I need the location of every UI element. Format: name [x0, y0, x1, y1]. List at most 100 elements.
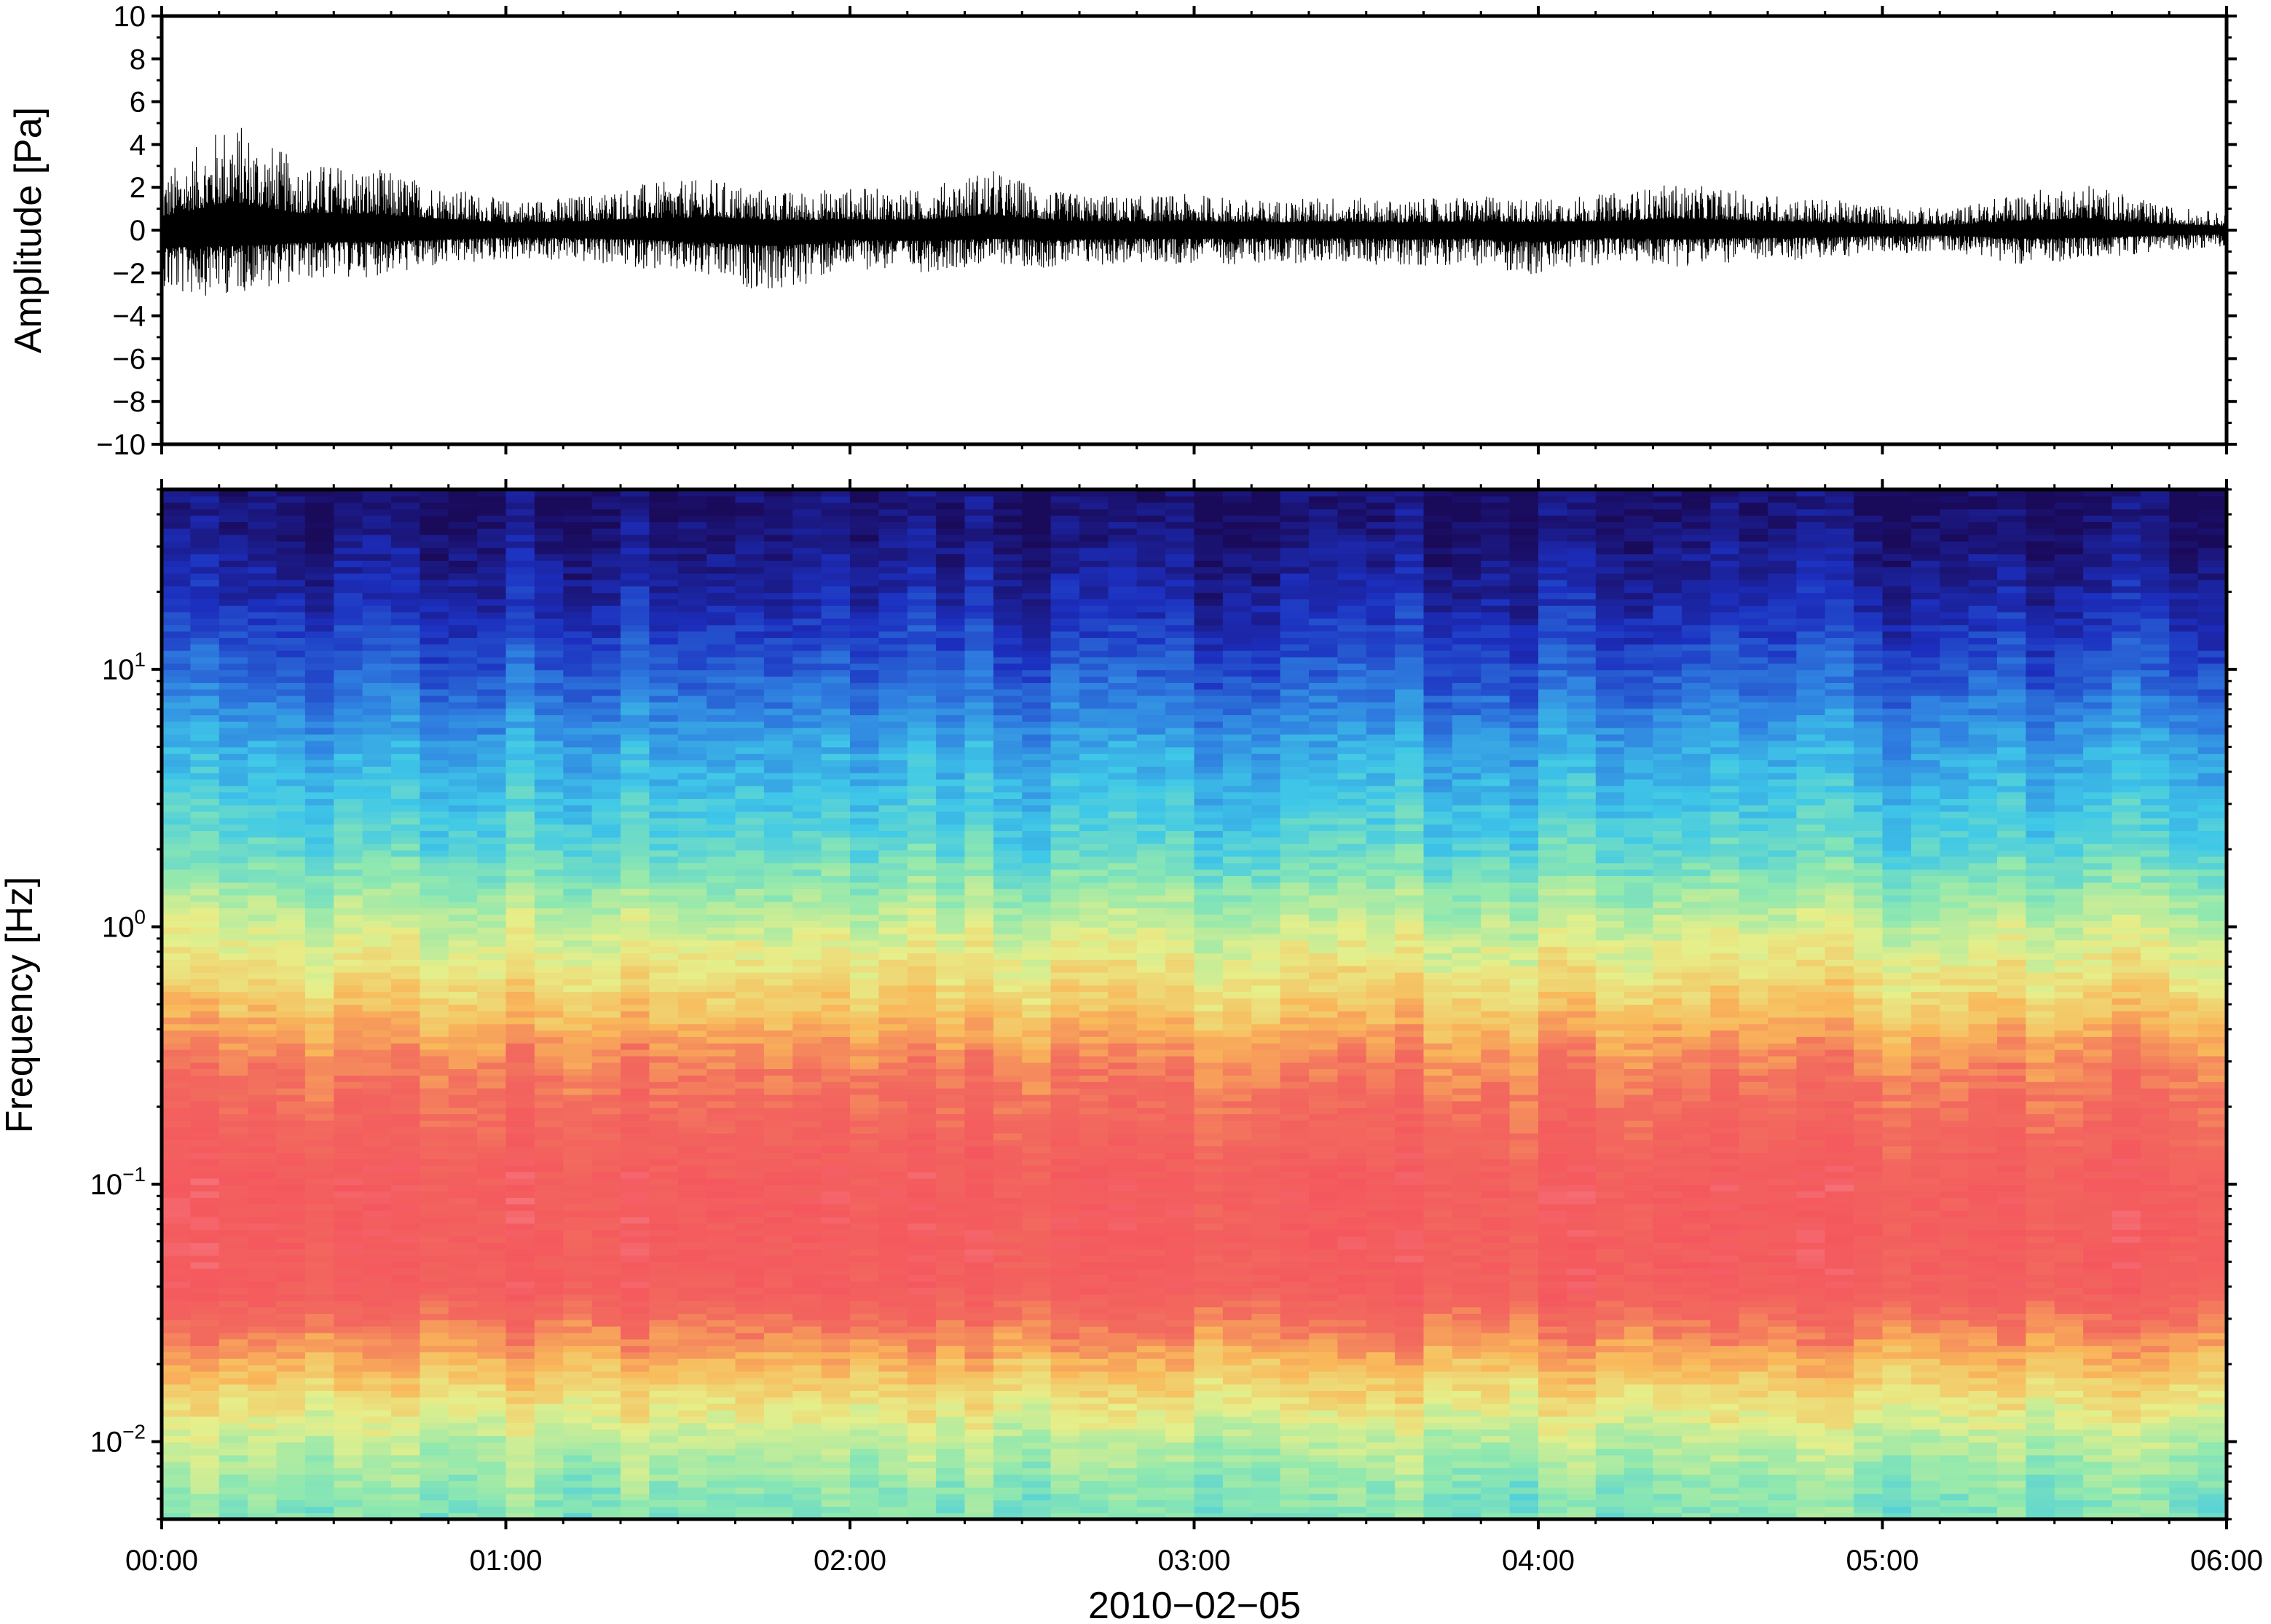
spectrogram-cell	[621, 869, 650, 876]
spectrogram-cell	[735, 914, 765, 921]
spectrogram-cell	[792, 579, 822, 587]
spectrogram-cell	[677, 811, 707, 819]
spectrogram-cell	[591, 1255, 621, 1263]
spectrogram-cell	[821, 714, 851, 722]
spectrogram-cell	[534, 824, 564, 832]
spectrogram-cell	[304, 1139, 335, 1147]
spectrogram-cell	[591, 1229, 621, 1237]
spectrogram-cell	[505, 1454, 535, 1462]
spectrogram-cell	[563, 1094, 593, 1102]
spectrogram-cell	[763, 1081, 794, 1089]
spectrogram-cell	[964, 1049, 994, 1057]
amplitude-y-tick-label: −8	[112, 386, 146, 418]
spectrogram-cell	[190, 528, 220, 535]
spectrogram-cell	[334, 824, 363, 832]
spectrogram-cell	[505, 695, 535, 703]
spectrogram-cell	[477, 882, 507, 889]
spectrogram-cell	[304, 1300, 335, 1308]
spectrogram-cell	[505, 1371, 535, 1379]
spectrogram-cell	[907, 1023, 937, 1031]
spectrogram-cell	[1022, 1461, 1052, 1469]
spectrogram-cell	[420, 489, 449, 497]
spectrogram-cell	[707, 1499, 736, 1507]
spectrogram-cell	[420, 875, 449, 883]
spectrogram-cell	[477, 1159, 507, 1166]
spectrogram-cell	[304, 1281, 335, 1288]
spectrogram-cell	[420, 1454, 449, 1462]
spectrogram-cell	[993, 830, 1023, 837]
spectrogram-cell	[936, 1442, 966, 1449]
spectrogram-cell	[334, 1364, 363, 1372]
spectrogram-cell	[649, 1320, 679, 1327]
spectrogram-cell	[248, 1030, 278, 1037]
spectrogram-cell	[993, 953, 1023, 960]
spectrogram-cell	[219, 714, 248, 722]
spectrogram-cell	[534, 1197, 564, 1205]
spectrogram-cell	[677, 772, 707, 780]
spectrogram-cell	[621, 1409, 650, 1417]
spectrogram-cell	[276, 888, 306, 896]
spectrogram-cell	[420, 1255, 449, 1263]
spectrogram-cell	[248, 1422, 278, 1430]
spectrogram-cell	[391, 1036, 421, 1044]
spectrogram-cell	[162, 1100, 192, 1108]
spectrogram-cell	[420, 1435, 449, 1443]
spectrogram-cell	[735, 1481, 765, 1488]
spectrogram-cell	[362, 1139, 392, 1147]
spectrogram-cell	[505, 1094, 535, 1102]
spectrogram-cell	[448, 1300, 478, 1308]
spectrogram-cell	[649, 1371, 679, 1379]
spectrogram-cell	[735, 1416, 765, 1424]
spectrogram-cell	[707, 978, 736, 986]
spectrogram-cell	[534, 572, 564, 580]
spectrogram-cell	[792, 946, 822, 954]
spectrogram-cell	[505, 837, 535, 844]
spectrogram-cell	[677, 508, 707, 516]
spectrogram-cell	[735, 1113, 765, 1121]
spectrogram-cell	[534, 1461, 564, 1469]
spectrogram-cell	[850, 991, 880, 998]
spectrogram-cell	[190, 1094, 220, 1102]
spectrogram-cell	[334, 888, 363, 896]
spectrogram-cell	[621, 882, 650, 889]
spectrogram-cell	[391, 1435, 421, 1443]
spectrogram-cell	[707, 927, 736, 934]
spectrogram-cell	[792, 1017, 822, 1025]
spectrogram-cell	[505, 1320, 535, 1327]
spectrogram-cell	[763, 946, 794, 954]
spectrogram-cell	[677, 676, 707, 683]
spectrogram-cell	[821, 567, 851, 574]
spectrogram-cell	[964, 1390, 994, 1398]
spectrogram-cell	[563, 560, 593, 567]
spectrogram-cell	[563, 1358, 593, 1365]
spectrogram-cell	[763, 1274, 794, 1282]
spectrogram-cell	[993, 1454, 1023, 1462]
spectrogram-cell	[792, 869, 822, 876]
spectrogram-cell	[190, 991, 220, 998]
spectrogram-cell	[420, 495, 449, 503]
spectrogram-cell	[964, 1075, 994, 1082]
spectrogram-cell	[162, 1094, 192, 1102]
spectrogram-cell	[936, 1371, 966, 1379]
spectrogram-cell	[993, 618, 1023, 626]
spectrogram-cell	[477, 1339, 507, 1347]
spectrogram-cell	[649, 1339, 679, 1347]
spectrogram-cell	[420, 888, 449, 896]
spectrogram-cell	[477, 1146, 507, 1153]
spectrogram-cell	[792, 1287, 822, 1295]
spectrogram-cell	[362, 856, 392, 864]
spectrogram-cell	[707, 798, 736, 805]
spectrogram-cell	[190, 1255, 220, 1263]
spectrogram-cell	[534, 728, 564, 735]
spectrogram-cell	[448, 508, 478, 516]
spectrogram-cell	[162, 1159, 192, 1166]
spectrogram-cell	[505, 1435, 535, 1443]
spectrogram-cell	[850, 1197, 880, 1205]
spectrogram-cell	[907, 824, 937, 832]
spectrogram-cell	[907, 695, 937, 703]
spectrogram-cell	[362, 1339, 392, 1347]
spectrogram-cell	[505, 637, 535, 645]
spectrogram-cell	[420, 805, 449, 812]
spectrogram-cell	[334, 1062, 363, 1070]
spectrogram-cell	[248, 1171, 278, 1179]
